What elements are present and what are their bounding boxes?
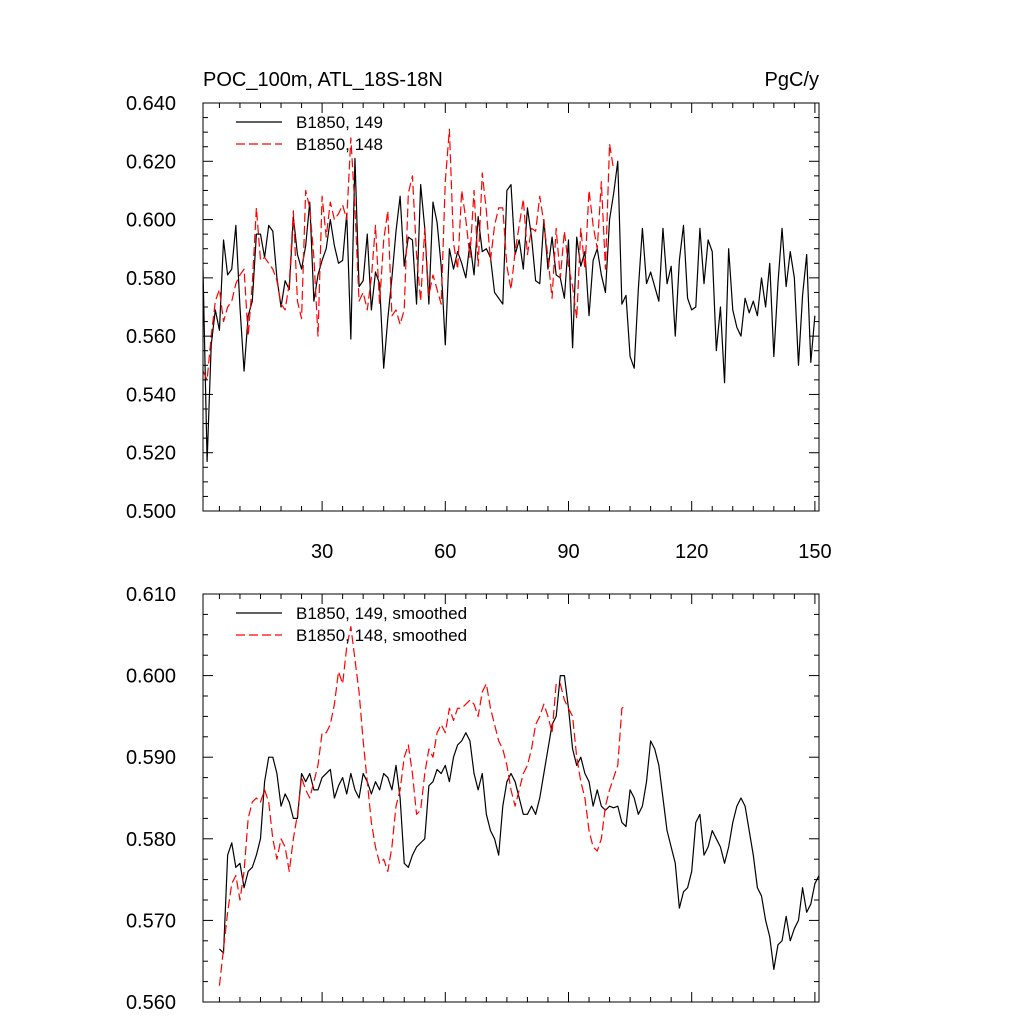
x-tick-label: 30 bbox=[311, 541, 333, 563]
legend-label-0: B1850, 149 bbox=[296, 113, 383, 132]
y-tick-label: 0.600 bbox=[126, 666, 176, 688]
y-tick-label: 0.610 bbox=[126, 584, 176, 606]
x-tick-label: 150 bbox=[798, 541, 831, 563]
series-line-0 bbox=[219, 674, 819, 970]
y-tick-label: 0.500 bbox=[126, 501, 176, 523]
x-tick-label: 90 bbox=[557, 541, 579, 563]
units-label: PgC/y bbox=[765, 69, 819, 91]
x-tick-label: 120 bbox=[675, 541, 708, 563]
y-tick-label: 0.640 bbox=[126, 93, 176, 115]
chart-title: POC_100m, ATL_18S-18N bbox=[203, 69, 443, 91]
series-line-1 bbox=[218, 626, 627, 986]
series-line-0 bbox=[203, 157, 816, 463]
series-group bbox=[203, 128, 816, 463]
y-tick-label: 0.560 bbox=[126, 992, 176, 1014]
y-tick-label: 0.620 bbox=[126, 151, 176, 173]
y-tick-label: 0.540 bbox=[126, 384, 176, 406]
y-tick-label: 0.590 bbox=[126, 747, 176, 769]
top-panel: 0.500 0.520 0.540 0.560 0.580 0.600 0.620 0.640… bbox=[126, 69, 832, 563]
y-tick-label: 0.560 bbox=[126, 326, 176, 348]
legend-label-1: B1850, 148 bbox=[296, 135, 383, 154]
legend-label-1: B1850, 148, smoothed bbox=[296, 626, 467, 645]
y-tick-label: 0.520 bbox=[126, 443, 176, 465]
y-tick-label: 0.570 bbox=[126, 910, 176, 932]
plot-frame bbox=[202, 593, 820, 1003]
y-tick-label: 0.580 bbox=[126, 268, 176, 290]
y-tick-label: 0.600 bbox=[126, 210, 176, 232]
legend-label-0: B1850, 149, smoothed bbox=[296, 604, 467, 623]
bottom-panel: 0.560 0.570 0.580 0.590 0.600 0.610 B1850, 149… bbox=[126, 584, 820, 1014]
y-tick-label: 0.580 bbox=[126, 829, 176, 851]
x-tick-label: 60 bbox=[434, 541, 456, 563]
series-group bbox=[218, 626, 819, 986]
series-line-1 bbox=[203, 128, 615, 381]
